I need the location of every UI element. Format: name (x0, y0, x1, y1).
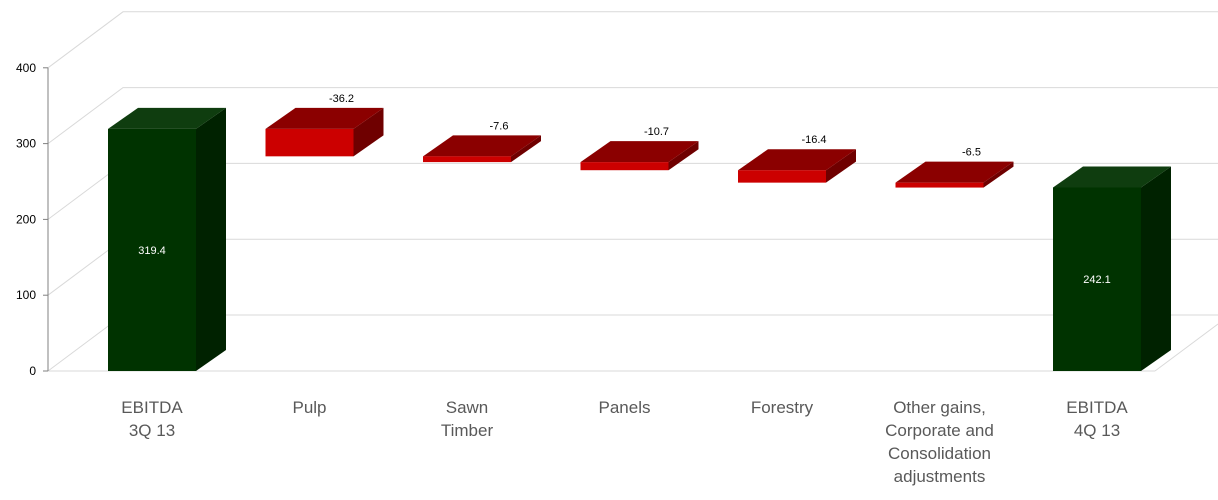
data-label: -7.6 (490, 120, 509, 132)
bar-front-face (266, 129, 354, 156)
bars-layer: 319.4 -36.2 -7.6 -10.7 -16.4 -6.5 242.1 (108, 93, 1171, 371)
bar-4: -16.4 (738, 134, 856, 182)
data-label: -16.4 (801, 134, 826, 146)
bar-2: -7.6 (423, 120, 541, 162)
data-label: -6.5 (962, 147, 981, 159)
bar-side-face (1141, 166, 1171, 371)
bar-6: 242.1 (1053, 166, 1171, 371)
x-tick-label: Forestry (751, 398, 814, 417)
bar-5: -6.5 (896, 147, 1014, 188)
gridline (48, 12, 1218, 68)
x-tick-label: Panels (599, 398, 651, 417)
bar-top-face (896, 162, 1014, 183)
y-axis: 0 100 200 300 400 (16, 61, 48, 378)
y-tick-label: 400 (16, 61, 36, 75)
x-tick-label: Pulp (292, 398, 326, 417)
bar-front-face (423, 156, 511, 162)
bar-0: 319.4 (108, 108, 226, 371)
bar-front-face (581, 162, 669, 170)
y-tick-label: 0 (29, 364, 36, 378)
x-axis: EBITDA 3Q 13 Pulp Sawn Timber Panels Forestry O… (121, 398, 1128, 486)
y-tick-label: 300 (16, 137, 36, 151)
data-label: 319.4 (138, 245, 166, 257)
data-label: -36.2 (329, 93, 354, 105)
x-tick-label: Other gains, Corporate and Consolidation ad… (885, 398, 994, 486)
bar-1: -36.2 (266, 93, 384, 156)
x-tick-label: EBITDA 3Q 13 (121, 398, 183, 440)
bar-front-face (896, 183, 984, 188)
x-tick-label: Sawn Timber (441, 398, 494, 440)
y-tick-label: 200 (16, 212, 36, 226)
data-label: 242.1 (1083, 274, 1111, 286)
x-tick-label: EBITDA 4Q 13 (1066, 398, 1128, 440)
bar-side-face (196, 108, 226, 371)
y-tick-label: 100 (16, 288, 36, 302)
data-label: -10.7 (644, 126, 669, 138)
bar-front-face (738, 170, 826, 182)
